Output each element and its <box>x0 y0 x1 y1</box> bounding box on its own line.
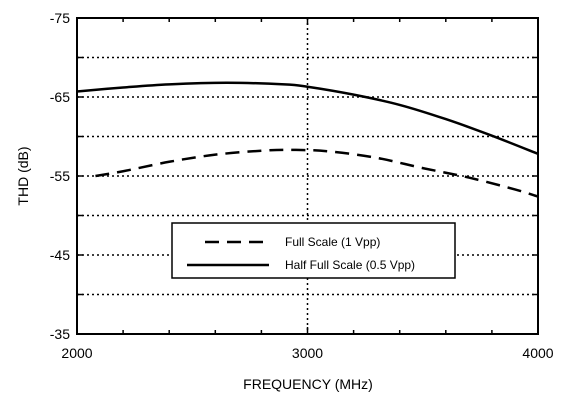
y-tick-label: -65 <box>50 89 70 105</box>
legend-label-half-full-scale: Half Full Scale (0.5 Vpp) <box>285 258 415 272</box>
series-line-full-scale <box>95 148 539 198</box>
y-tick-label: -55 <box>50 168 70 184</box>
legend-box <box>171 222 456 279</box>
grid-lines <box>77 18 538 334</box>
y-tick-label: -75 <box>50 10 70 26</box>
x-tick-label: 4000 <box>522 345 553 361</box>
series-line-half-full-scale <box>76 81 539 156</box>
tick-marks <box>76 17 539 335</box>
tick-labels: -75 -65 -55 -45 -35 2000 3000 4000 <box>50 10 554 361</box>
x-tick-label: 3000 <box>292 345 323 361</box>
y-axis-title: THD (dB) <box>15 146 31 205</box>
y-tick-label: -45 <box>50 247 70 263</box>
x-axis-title: FREQUENCY (MHz) <box>243 376 373 392</box>
legend-label-full-scale: Full Scale (1 Vpp) <box>285 235 380 249</box>
series-lines <box>76 81 539 198</box>
y-tick-label: -35 <box>50 326 70 342</box>
x-tick-label: 2000 <box>61 345 92 361</box>
legend: Full Scale (1 Vpp) Half Full Scale (0.5 … <box>171 222 456 279</box>
